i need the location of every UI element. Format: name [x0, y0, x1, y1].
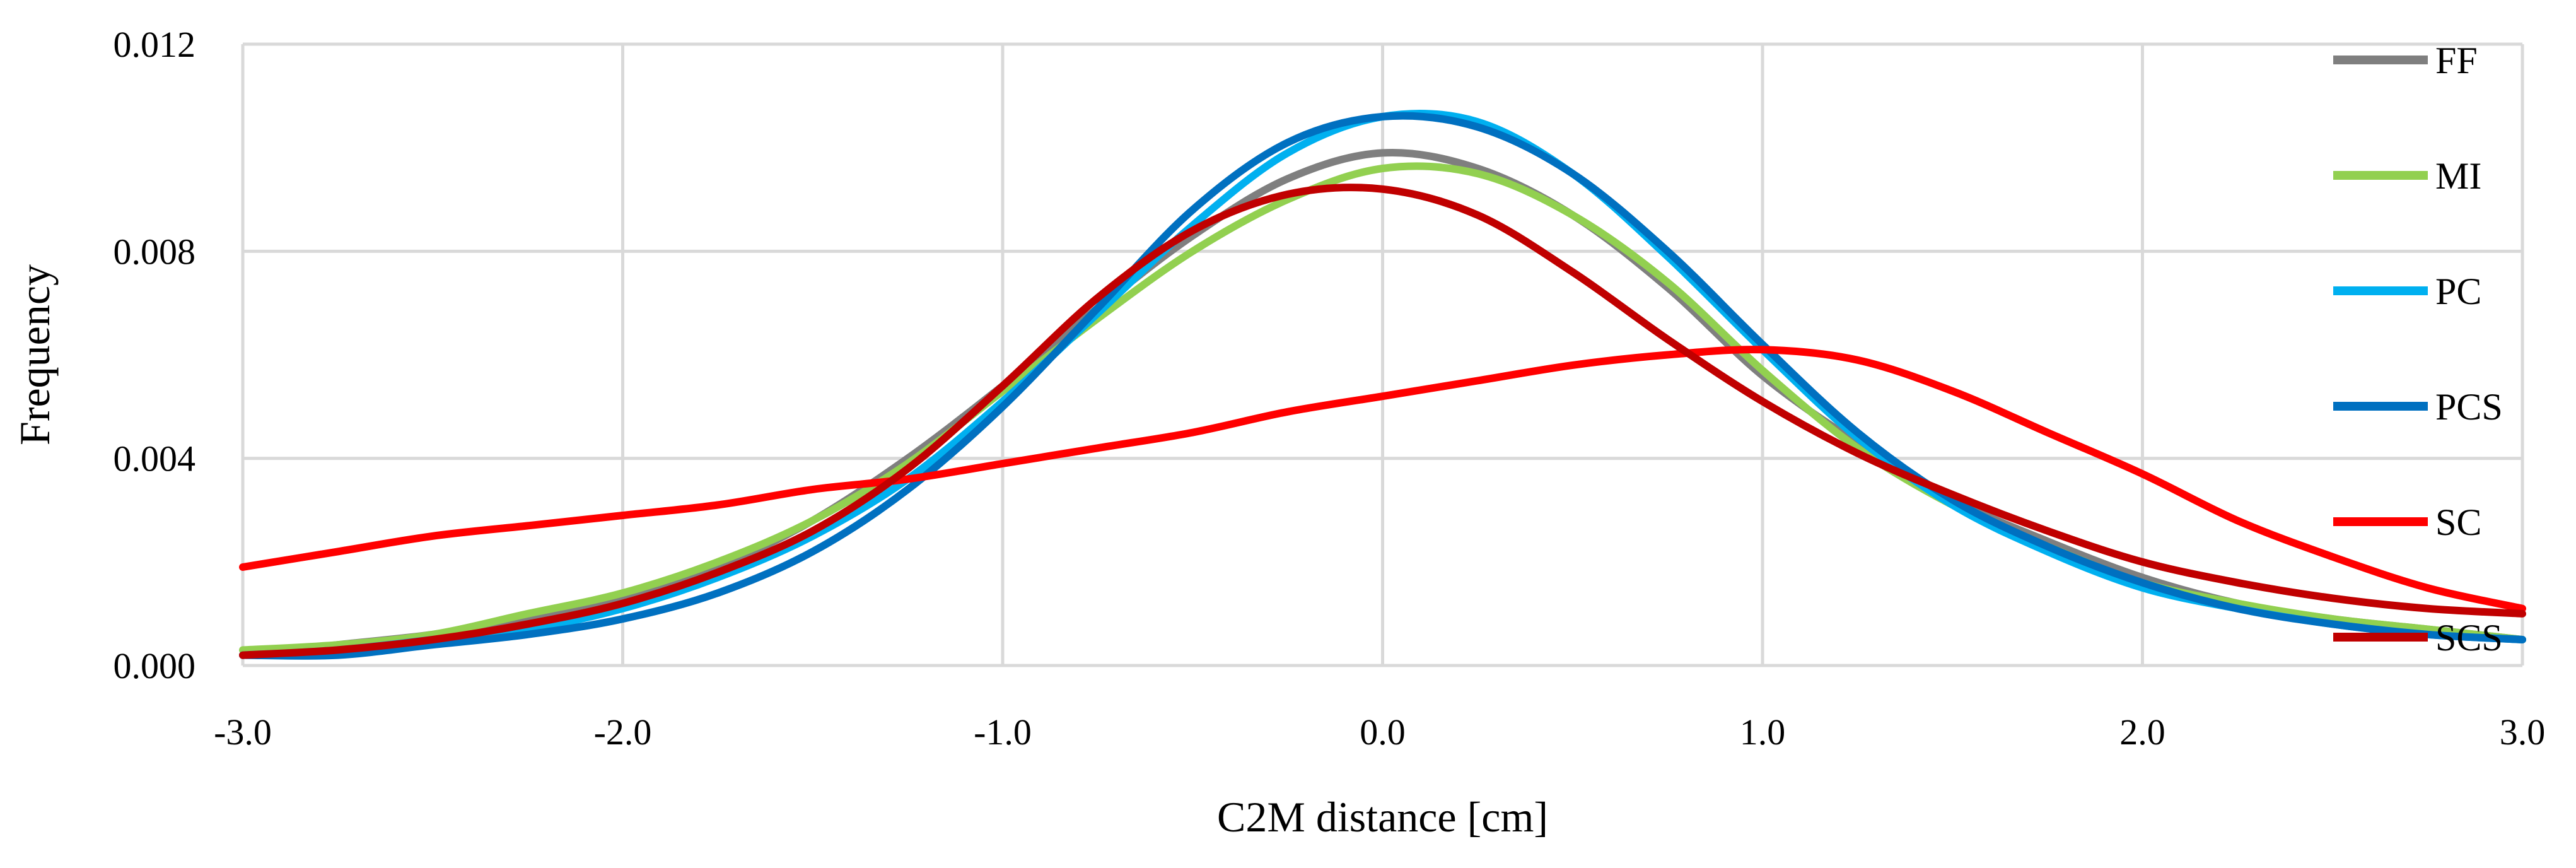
x-axis-ticks: -3.0 -2.0 -1.0 0.0 1.0 2.0 3.0 [214, 712, 2545, 753]
y-tick-label: 0.004 [114, 438, 196, 479]
legend-item-scs: SCS [2333, 617, 2503, 659]
y-tick-label: 0.008 [114, 231, 196, 272]
legend-item-ff: FF [2333, 40, 2478, 81]
legend-item-pc: PC [2333, 271, 2481, 312]
legend-label: SCS [2435, 617, 2503, 659]
x-tick-label: -2.0 [594, 712, 652, 753]
y-tick-label: 0.000 [114, 645, 196, 686]
legend-item-mi: MI [2333, 155, 2481, 197]
legend-item-pcs: PCS [2333, 386, 2503, 428]
grid [241, 42, 2524, 667]
x-tick-label: -1.0 [974, 712, 1032, 753]
y-axis-ticks: 0.000 0.004 0.008 0.012 [114, 24, 196, 686]
series-lines [239, 109, 2526, 660]
legend-label: FF [2435, 40, 2478, 81]
legend-label: PCS [2435, 386, 2503, 428]
x-tick-label: 0.0 [1360, 712, 1406, 753]
legend-item-sc: SC [2333, 501, 2481, 543]
legend-label: SC [2435, 501, 2481, 543]
series-line-scs [239, 184, 2526, 659]
legend-label: MI [2435, 155, 2481, 197]
x-tick-label: 1.0 [1740, 712, 1786, 753]
legend: FF MI PC PCS SC SCS [2333, 40, 2503, 659]
legend-label: PC [2435, 271, 2481, 312]
series-line-pcs [239, 112, 2526, 660]
y-axis-title: Frequency [11, 264, 59, 445]
series-line-sc [239, 346, 2526, 613]
x-tick-label: 3.0 [2500, 712, 2546, 753]
x-tick-label: -3.0 [214, 712, 272, 753]
x-axis-title: C2M distance [cm] [1217, 793, 1548, 841]
y-tick-label: 0.012 [114, 24, 196, 65]
x-tick-label: 2.0 [2119, 712, 2165, 753]
series-line-ff [239, 148, 2526, 659]
